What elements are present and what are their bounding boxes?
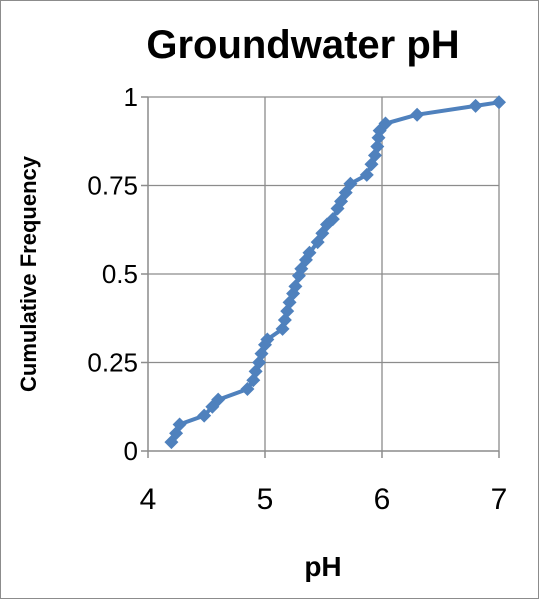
y-axis-label: Cumulative Frequency	[16, 155, 41, 392]
series-line	[169, 100, 500, 444]
data-point-marker	[370, 139, 385, 154]
data-point-marker	[211, 392, 226, 407]
tick-labels: 0 0.25 0.5 0.75 1 4 5 6 7	[87, 82, 507, 516]
x-tick-label: 4	[140, 483, 157, 516]
data-point-marker	[359, 167, 374, 182]
data-point-marker	[302, 245, 317, 260]
data-point-marker	[410, 107, 425, 122]
data-point-marker	[492, 95, 506, 110]
x-tick-label: 5	[257, 483, 274, 516]
data-point-marker	[468, 98, 483, 113]
grid	[148, 96, 500, 451]
x-tick-label: 7	[491, 483, 508, 516]
y-tick-label: 0	[124, 436, 138, 466]
chart-title: Groundwater pH	[146, 23, 459, 67]
data-point-marker	[288, 279, 303, 294]
data-point-marker	[172, 417, 187, 432]
x-tick-label: 6	[374, 483, 391, 516]
data-point-marker	[240, 382, 255, 397]
y-tick-label: 0.5	[102, 259, 138, 289]
y-tick-label: 1	[124, 82, 138, 112]
data-point-marker	[260, 332, 275, 347]
axes	[141, 96, 500, 458]
data-point-marker	[343, 176, 358, 191]
data-point-marker	[325, 212, 340, 227]
series	[164, 95, 506, 450]
data-point-marker	[197, 408, 212, 423]
data-point-marker	[248, 364, 263, 379]
data-point-marker	[372, 123, 387, 138]
data-point-marker	[378, 116, 393, 131]
y-tick-label: 0.75	[87, 171, 138, 201]
x-axis-label: pH	[304, 551, 341, 582]
y-tick-label: 0.25	[87, 348, 138, 378]
